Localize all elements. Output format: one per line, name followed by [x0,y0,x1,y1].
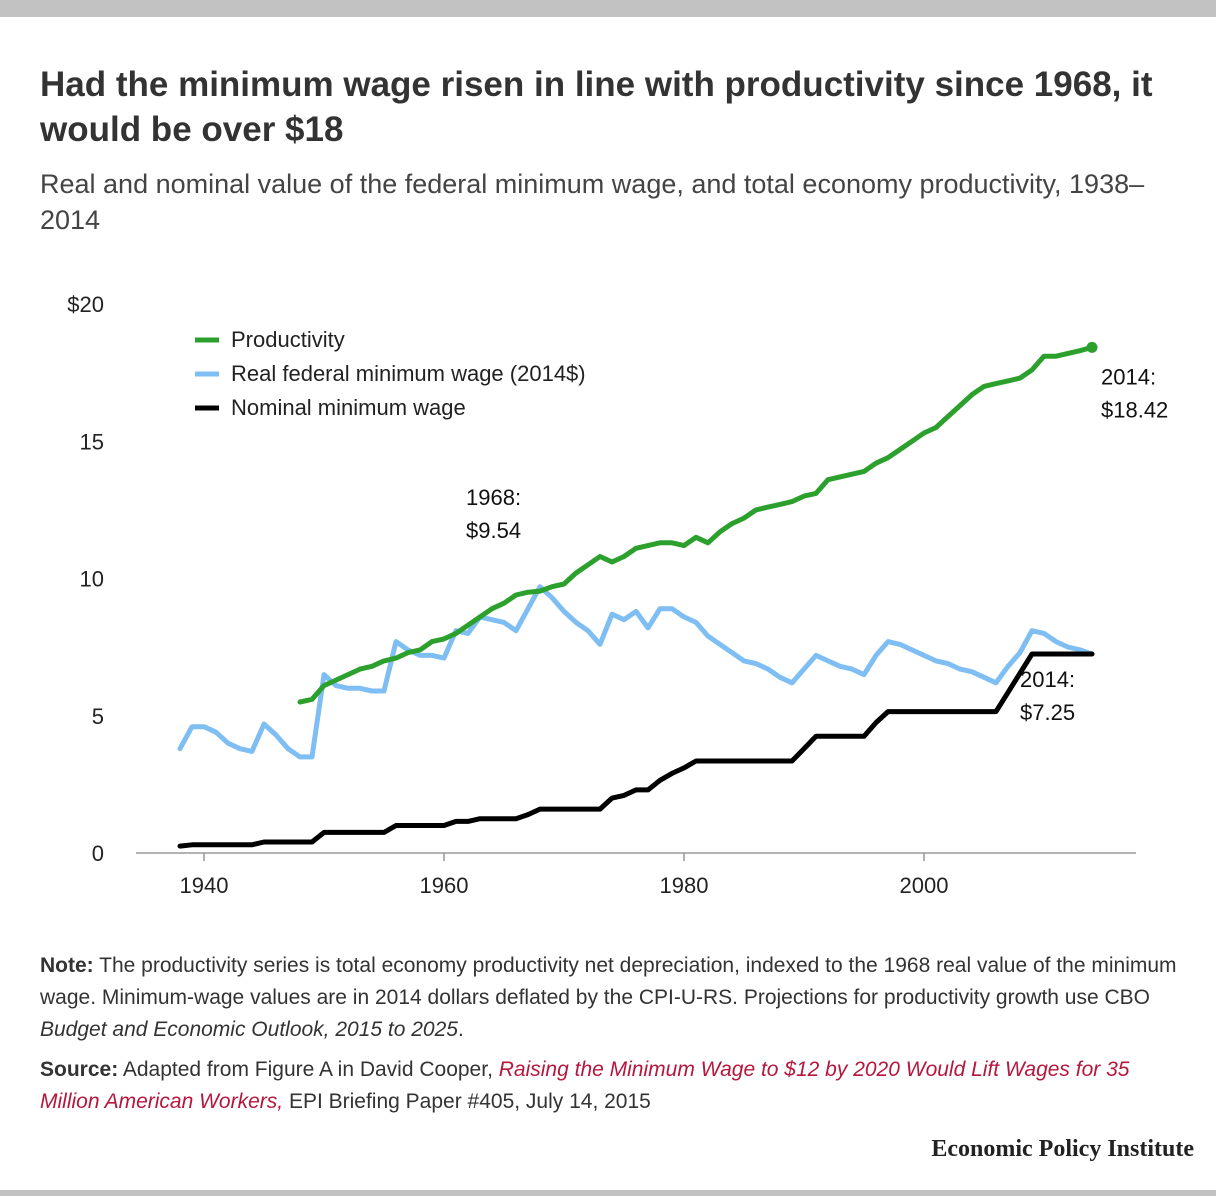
note-italic-title: Budget and Economic Outlook, 2015 to 202… [40,1018,458,1041]
chart-source: Source: Adapted from Figure A in David C… [40,1054,1180,1118]
x-tick-label: 1980 [660,873,709,898]
note-end: . [457,1018,464,1041]
source-publication-link[interactable]: Raising the Minimum Wage to $12 by 2020 … [40,1058,1130,1113]
line-chart: 0 5 10 15 $20 1940 1960 1980 2000 Productivity R… [67,292,1168,898]
value-callout: 2014: [1020,667,1075,692]
value-callout: $18.42 [1101,397,1168,422]
source-label: Source: [40,1058,119,1081]
legend-label: Productivity [231,327,345,352]
value-callout: 1968: [466,485,521,510]
chart-subtitle: Real and nominal value of the federal mi… [40,169,1145,235]
legend-label: Nominal minimum wage [231,395,466,420]
chart-annotations: 1968: $9.54 2014: $18.42 2014: $7.25 [466,364,1168,725]
note-text: The productivity series is total economy… [40,954,1177,1009]
y-tick-label: $20 [67,292,104,317]
source-end: EPI Briefing Paper #405, July 14, 2015 [283,1090,651,1113]
series-line-0 [297,344,1095,705]
x-tick-label: 2000 [900,873,949,898]
y-tick-label: 10 [80,567,104,592]
chart-note: Note: The productivity series is total e… [40,950,1180,1046]
value-callout: $7.25 [1020,700,1075,725]
y-tick-label: 0 [92,841,104,866]
top-border-bar [0,0,1216,17]
note-label: Note: [40,954,94,977]
x-axis: 1940 1960 1980 2000 [136,852,1136,898]
x-tick-label: 1960 [420,873,469,898]
value-callout: 2014: [1101,364,1156,389]
bottom-border-bar [0,1190,1216,1196]
organization-logo: Economic Policy Institute [931,1136,1194,1162]
x-tick-label: 1940 [180,873,229,898]
series-line-2 [177,651,1095,849]
chart-title: Had the minimum wage risen in line with … [40,65,1153,149]
y-tick-label: 5 [92,704,104,729]
y-tick-label: 15 [80,429,104,454]
legend-label: Real federal minimum wage (2014$) [231,361,586,386]
productivity-endpoint-dot [1086,341,1098,353]
series-line-1 [177,584,1095,760]
value-callout: $9.54 [466,518,521,543]
chart-legend: Productivity Real federal minimum wage (2… [195,327,586,420]
source-text: Adapted from Figure A in David Cooper, [118,1058,499,1081]
y-axis-ticks: 0 5 10 15 $20 [67,292,104,866]
chart-lines [177,341,1098,849]
